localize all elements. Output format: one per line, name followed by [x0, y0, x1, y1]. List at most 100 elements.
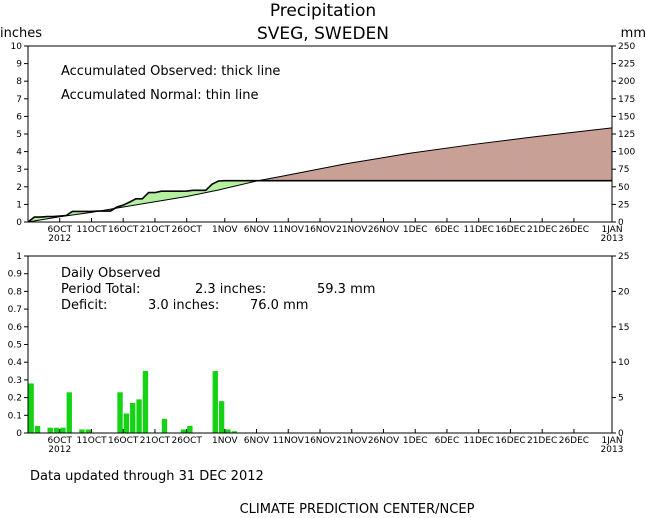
daily-bar — [231, 431, 237, 433]
x-tick-label: 16DEC — [495, 436, 525, 446]
x-tick-label: 1NOV — [212, 225, 238, 235]
x-tick-label: 26DEC — [559, 225, 589, 235]
y-tick-label: 0.9 — [8, 270, 23, 280]
y-tick-label: 3 — [16, 165, 22, 175]
legend-normal-note: Accumulated Normal: thin line — [61, 88, 259, 103]
daily-heading: Daily Observed — [61, 266, 161, 281]
y-right-tick-label: 0 — [618, 218, 624, 228]
chart-title: Precipitation — [270, 1, 376, 21]
credit-text: CLIMATE PREDICTION CENTER/NCEP — [240, 502, 475, 517]
y-tick-label: 2 — [16, 183, 22, 193]
x-tick-label: 6DEC — [435, 436, 460, 446]
x-tick-label: 1JAN — [601, 436, 622, 446]
daily-bar — [28, 383, 34, 433]
period-total-label: Period Total: — [61, 282, 140, 297]
x-tick-label: 26DEC — [559, 436, 589, 446]
daily-bar — [47, 427, 53, 433]
daily-bar — [142, 371, 149, 433]
y-tick-label: 0.1 — [8, 411, 22, 421]
y-tick-label: 0.4 — [8, 358, 23, 368]
x-tick-label: 11DEC — [464, 225, 494, 235]
y-right-tick-label: 200 — [618, 77, 635, 87]
daily-bar — [180, 429, 187, 433]
daily-bar — [212, 371, 218, 433]
left-unit-label: inches — [0, 26, 42, 41]
x-tick-label: 26OCT — [172, 225, 203, 235]
daily-bar — [218, 401, 225, 433]
y-right-tick-label: 125 — [618, 130, 635, 140]
daily-bar — [79, 429, 85, 433]
x-tick-label: 16NOV — [304, 436, 336, 446]
x-tick-label: 16DEC — [495, 225, 525, 235]
daily-bar — [85, 429, 91, 433]
x-tick-label: 21DEC — [527, 436, 557, 446]
y-tick-label: 5 — [16, 130, 22, 140]
y-right-tick-label: 25 — [618, 200, 629, 210]
y-right-tick-label: 100 — [618, 148, 635, 158]
y-tick-label: 0.7 — [8, 305, 22, 315]
y-tick-label: 0 — [16, 218, 22, 228]
x-tick-label: 21OCT — [140, 436, 171, 446]
y-right-tick-label: 75 — [618, 165, 629, 175]
y-tick-label: 9 — [16, 60, 22, 70]
daily-bar — [161, 418, 168, 433]
y-tick-label: 4 — [16, 148, 22, 158]
period-total-inches: 2.3 inches: — [195, 282, 266, 297]
y-tick-label: 0.8 — [8, 287, 23, 297]
x-tick-label: 6NOV — [244, 225, 270, 235]
y-right-tick-label: 250 — [618, 42, 635, 52]
x-tick-label: 11DEC — [464, 436, 494, 446]
x-tick-label: 6OCT — [47, 225, 72, 235]
daily-bar — [117, 392, 123, 433]
x-tick-year-label: 2013 — [601, 234, 624, 244]
x-tick-label: 26NOV — [368, 225, 400, 235]
deficit-mm: 76.0 mm — [250, 298, 308, 313]
observed-accumulated-line — [27, 179, 612, 223]
y-tick-label: 0.3 — [8, 376, 22, 386]
y-right-tick-label: 175 — [618, 95, 635, 105]
data-updated-text: Data updated through 31 DEC 2012 — [30, 469, 264, 484]
right-unit-label: mm — [621, 26, 646, 41]
x-tick-label: 6OCT — [47, 436, 72, 446]
x-tick-year-label: 2013 — [601, 445, 624, 455]
y-right-tick-label: 5 — [618, 394, 624, 404]
y-tick-label: 7 — [16, 95, 22, 105]
x-tick-label: 16OCT — [108, 436, 139, 446]
daily-bar — [34, 425, 41, 433]
x-tick-label: 1DEC — [403, 436, 428, 446]
y-right-tick-label: 10 — [618, 358, 630, 368]
daily-bar — [187, 425, 193, 433]
y-right-tick-label: 50 — [618, 183, 630, 193]
x-tick-label: 1JAN — [601, 225, 622, 235]
daily-panel: 00.10.20.30.40.50.60.70.80.9105101520256… — [8, 252, 630, 455]
x-tick-label: 11OCT — [76, 225, 107, 235]
x-tick-label: 11OCT — [76, 436, 107, 446]
x-tick-label: 26OCT — [172, 436, 203, 446]
y-right-tick-label: 225 — [618, 60, 635, 70]
y-tick-label: 0.5 — [8, 341, 22, 351]
y-right-tick-label: 0 — [618, 429, 624, 439]
y-right-tick-label: 15 — [618, 323, 629, 333]
deficit-label: Deficit: — [61, 298, 107, 313]
x-tick-label: 16NOV — [304, 225, 336, 235]
y-tick-label: 6 — [16, 112, 22, 122]
y-tick-label: 0 — [16, 429, 22, 439]
x-tick-label: 26NOV — [368, 436, 400, 446]
y-tick-label: 0.2 — [8, 394, 22, 404]
x-tick-label: 1DEC — [403, 225, 428, 235]
y-right-tick-label: 20 — [618, 287, 630, 297]
accumulated-panel: 0123456789100255075100125150175200225250… — [11, 42, 636, 244]
daily-bar — [225, 429, 231, 433]
x-tick-label: 11NOV — [273, 436, 305, 446]
daily-bar — [123, 413, 130, 433]
y-tick-label: 8 — [16, 77, 22, 87]
x-tick-label: 21NOV — [336, 225, 368, 235]
x-tick-label: 1NOV — [212, 436, 238, 446]
daily-bar — [66, 392, 72, 433]
chart-subtitle: SVEG, SWEDEN — [257, 24, 389, 44]
x-tick-label: 21NOV — [336, 436, 368, 446]
x-tick-label: 21OCT — [140, 225, 171, 235]
daily-bar — [130, 402, 136, 433]
y-right-tick-label: 150 — [618, 112, 635, 122]
